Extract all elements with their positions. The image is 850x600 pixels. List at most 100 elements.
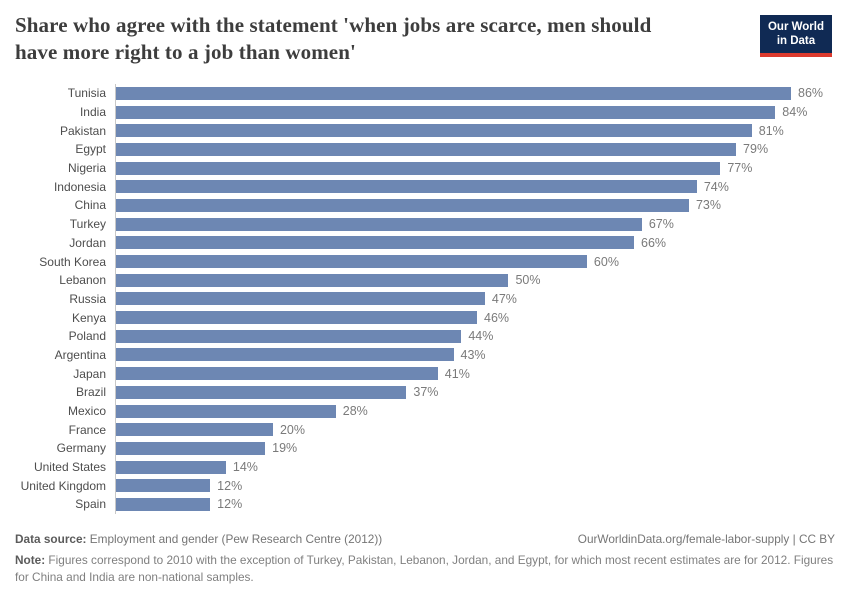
- country-label: South Korea: [39, 254, 106, 269]
- value-label: 46%: [484, 310, 510, 325]
- bar-track: 84%: [115, 102, 842, 122]
- bar-jordan[interactable]: [116, 236, 635, 250]
- value-label: 47%: [491, 291, 517, 306]
- bar-row: Egypt 79%: [15, 140, 842, 159]
- value-label: 79%: [743, 142, 769, 157]
- bar-poland[interactable]: [116, 329, 462, 343]
- value-label: 77%: [727, 161, 753, 176]
- bar-tunisia[interactable]: [116, 86, 791, 100]
- bar-row: Nigeria 77%: [15, 158, 842, 178]
- bar-track: 60%: [115, 252, 842, 271]
- bar-track: 12%: [115, 476, 842, 496]
- country-label: Indonesia: [53, 179, 106, 194]
- country-label: Turkey: [69, 217, 106, 232]
- country-label: Kenya: [71, 310, 106, 325]
- country-label: Egypt: [75, 142, 106, 157]
- bar-egypt[interactable]: [116, 142, 737, 156]
- bar-row: Mexico 28%: [15, 401, 842, 421]
- bar-track: 77%: [115, 158, 842, 178]
- bar-track: 41%: [115, 364, 842, 383]
- value-label: 37%: [413, 385, 439, 400]
- value-label: 12%: [217, 478, 243, 493]
- value-label: 19%: [272, 441, 298, 456]
- bar-row: Pakistan 81%: [15, 121, 842, 141]
- value-label: 81%: [758, 123, 784, 138]
- bar-row: Kenya 46%: [15, 308, 842, 327]
- bar-kenya[interactable]: [116, 311, 478, 325]
- country-label: United Kingdom: [20, 478, 106, 493]
- bar-argentina[interactable]: [116, 348, 454, 362]
- bar-track: 74%: [115, 177, 842, 197]
- bar-track: 86%: [115, 84, 842, 103]
- bar-row: Jordan 66%: [15, 233, 842, 253]
- bar-row: Tunisia 86%: [15, 84, 842, 103]
- data-source-label: Data source:: [15, 532, 87, 546]
- value-label: 50%: [515, 273, 541, 288]
- bar-track: 20%: [115, 420, 842, 440]
- bar-india[interactable]: [116, 105, 776, 119]
- bar-track: 47%: [115, 289, 842, 309]
- bar-track: 81%: [115, 121, 842, 141]
- bar-track: 14%: [115, 457, 842, 477]
- country-label: Lebanon: [59, 273, 106, 288]
- bar-track: 73%: [115, 196, 842, 215]
- bar-turkey[interactable]: [116, 217, 642, 231]
- owid-url-link[interactable]: OurWorldinData.org/female-labor-supply |…: [577, 532, 835, 546]
- value-label: 44%: [468, 329, 494, 344]
- value-label: 67%: [648, 217, 674, 232]
- bar-track: 37%: [115, 383, 842, 402]
- data-source-text: Employment and gender (Pew Research Cent…: [86, 532, 383, 546]
- country-label: India: [79, 105, 106, 120]
- bar-track: 43%: [115, 345, 842, 365]
- bar-lebanon[interactable]: [116, 273, 509, 287]
- value-label: 12%: [217, 497, 243, 512]
- country-label: Nigeria: [67, 161, 106, 176]
- country-label: Poland: [68, 329, 106, 344]
- country-label: Japan: [73, 366, 106, 381]
- value-label: 74%: [703, 179, 729, 194]
- value-label: 73%: [695, 198, 721, 213]
- bar-row: Indonesia 74%: [15, 177, 842, 197]
- bar-mexico[interactable]: [116, 404, 336, 418]
- country-label: Mexico: [67, 404, 106, 419]
- value-label: 43%: [460, 347, 486, 362]
- country-label: Germany: [56, 441, 106, 456]
- bar-row: India 84%: [15, 102, 842, 122]
- bar-pakistan[interactable]: [116, 124, 752, 138]
- bar-russia[interactable]: [116, 292, 485, 306]
- source-row: Data source: Employment and gender (Pew …: [15, 531, 835, 548]
- bar-track: 19%: [115, 439, 842, 458]
- country-label: Jordan: [69, 235, 106, 250]
- value-label: 66%: [641, 235, 667, 250]
- bar-united-kingdom[interactable]: [116, 479, 211, 493]
- bar-row: Japan 41%: [15, 364, 842, 383]
- bar-nigeria[interactable]: [116, 161, 721, 175]
- bar-chart: Tunisia 86% India 84% Pakistan 81% Egypt 79% Nig…: [15, 84, 842, 514]
- country-label: Tunisia: [67, 86, 106, 101]
- bar-track: 67%: [115, 214, 842, 234]
- bar-japan[interactable]: [116, 367, 438, 381]
- value-label: 28%: [342, 404, 368, 419]
- bar-track: 66%: [115, 233, 842, 253]
- value-label: 41%: [444, 366, 470, 381]
- chart-title: Share who agree with the statement 'when…: [15, 12, 835, 66]
- bar-china[interactable]: [116, 198, 689, 212]
- country-label: Spain: [75, 497, 106, 512]
- country-label: Russia: [69, 291, 106, 306]
- bar-row: Russia 47%: [15, 289, 842, 309]
- bar-germany[interactable]: [116, 441, 266, 455]
- bar-south-korea[interactable]: [116, 255, 587, 269]
- chart-header: Share who agree with the statement 'when…: [15, 12, 835, 66]
- bar-brazil[interactable]: [116, 385, 407, 399]
- bar-row: France 20%: [15, 420, 842, 440]
- bar-spain[interactable]: [116, 497, 211, 511]
- bar-row: Spain 12%: [15, 495, 842, 514]
- chart-note: Note: Figures correspond to 2010 with th…: [15, 552, 835, 586]
- country-label: Pakistan: [59, 123, 106, 138]
- bar-united-states[interactable]: [116, 460, 226, 474]
- bar-row: Brazil 37%: [15, 383, 842, 402]
- bar-track: 79%: [115, 140, 842, 159]
- bar-indonesia[interactable]: [116, 180, 697, 194]
- bar-france[interactable]: [116, 423, 273, 437]
- owid-logo[interactable]: Our World in Data: [759, 15, 832, 57]
